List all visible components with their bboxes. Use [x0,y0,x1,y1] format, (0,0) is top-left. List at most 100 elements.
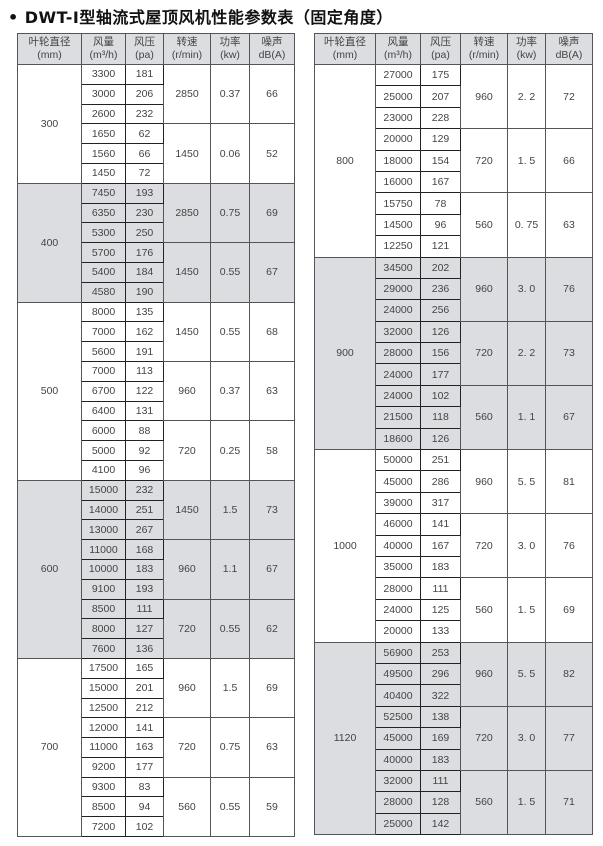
speed-cell: 560 [460,577,508,643]
header-label: 噪声 [558,36,580,48]
noise-cell: 68 [249,301,295,362]
table-row: 1120 56900 253 960 5. 5 82 [314,641,593,836]
pressure-cell: 126 [420,320,461,344]
header-power: 功率 (kw) [507,33,546,65]
pressure-cell: 167 [420,534,461,557]
noise-cell: 52 [249,123,295,184]
pressure-cell: 154 [420,149,461,172]
diameter-cell: 400 [17,182,82,303]
airflow-cell: 21500 [375,406,421,429]
airflow-cell: 27000 [375,63,421,87]
noise-cell: 73 [545,320,593,386]
airflow-cell: 29000 [375,277,421,301]
table-row: 1650 62 1450 0.06 52 [18,123,295,184]
pressure-cell: 102 [420,384,461,408]
header-noise: 噪声 dB(A) [545,33,593,65]
airflow-cell: 18000 [375,149,421,172]
pressure-cell: 191 [125,341,164,362]
header-label: 叶轮直径 [28,36,71,48]
pressure-cell: 96 [125,459,164,481]
table-row: 21500 118 [315,406,593,429]
header-row: 叶轮直径 (mm) 风量 (m³/h) 风压 (pa) 转速 (r/min) 功率 (kw) 噪声 d… [314,33,593,65]
power-cell: 1.5 [210,657,250,719]
noise-cell: 77 [545,705,593,771]
header-unit: (m³/h) [384,49,412,61]
header-label: 功率 [219,36,241,48]
airflow-cell: 2600 [81,103,126,125]
airflow-cell: 7600 [81,638,126,659]
header-unit: (mm) [37,49,62,61]
pressure-cell: 127 [125,618,164,640]
table-row: 400 7450 193 2850 0.75 69 [17,182,295,303]
pressure-cell: 136 [125,638,164,659]
pressure-cell: 201 [125,677,164,699]
table-row: 24000 177 [315,363,593,386]
header-label: 风压 [134,36,155,48]
table-row: 29000 236 [315,277,593,301]
diameter-cell: 1000 [314,449,376,643]
pressure-cell: 111 [420,577,461,600]
table-row: 7600 136 [18,638,295,659]
pressure-cell: 167 [420,170,461,194]
noise-cell: 67 [249,242,295,303]
airflow-cell: 24000 [375,363,421,386]
pressure-cell: 102 [125,816,164,838]
table-row: 25000 207 [315,85,593,108]
table-row: 25000 142 [315,812,593,836]
power-cell: 1.1 [210,539,250,600]
pressure-cell: 66 [125,143,164,164]
airflow-cell: 6700 [81,380,126,402]
header-label: 风压 [430,36,451,48]
header-speed: 转速 (r/min) [460,33,508,65]
pressure-cell: 177 [125,756,164,778]
speed-cell: 2850 [163,63,211,125]
airflow-cell: 1560 [81,143,126,164]
airflow-cell: 5400 [81,261,126,283]
airflow-cell: 3000 [81,83,126,105]
speed-cell: 720 [460,128,508,194]
airflow-cell: 28000 [375,577,421,600]
power-cell: 0.06 [210,123,250,184]
table-row: 8500 111 720 0.55 62 [18,598,295,659]
pressure-cell: 190 [125,281,164,303]
header-label: 功率 [516,36,537,48]
airflow-cell: 34500 [375,256,421,279]
airflow-cell: 40000 [375,748,421,771]
power-cell: 0. 75 [507,192,546,258]
speed-cell: 720 [163,717,211,778]
table-row: 15000 201 [18,677,295,699]
airflow-cell: 15000 [81,479,126,501]
table-row: 5000 92 [18,440,295,461]
speed-cell: 960 [163,657,211,719]
power-cell: 0.37 [210,63,250,125]
airflow-cell: 28000 [375,791,421,814]
pressure-cell: 163 [125,737,164,758]
airflow-cell: 50000 [375,449,421,472]
airflow-cell: 1650 [81,123,126,145]
pressure-cell: 126 [420,427,461,451]
power-cell: 2. 2 [507,63,546,130]
table-row: 13000 267 [18,519,295,541]
noise-cell: 69 [545,577,593,643]
noise-cell: 58 [249,420,295,481]
airflow-cell: 28000 [375,342,421,365]
table-row: 6400 131 [18,400,295,422]
speed-cell: 720 [460,705,508,771]
table-row: 8500 94 [18,796,295,818]
power-cell: 5. 5 [507,449,546,515]
diameter-cell: 600 [17,479,82,659]
airflow-cell: 5300 [81,222,126,244]
pressure-cell: 230 [125,202,164,224]
table-row: 46000 141 720 3. 0 76 [315,513,593,579]
pressure-cell: 162 [125,321,164,343]
header-label: 风量 [387,36,409,48]
power-cell: 1. 5 [507,769,546,836]
airflow-cell: 4580 [81,281,126,303]
pressure-cell: 206 [125,83,164,105]
table-row: 600 15000 232 1450 1.5 73 [17,479,295,659]
table-row: 12000 141 720 0.75 63 [18,717,295,778]
pressure-cell: 322 [420,684,461,707]
pressure-cell: 212 [125,697,164,719]
airflow-cell: 7000 [81,360,126,382]
airflow-cell: 4100 [81,459,126,481]
